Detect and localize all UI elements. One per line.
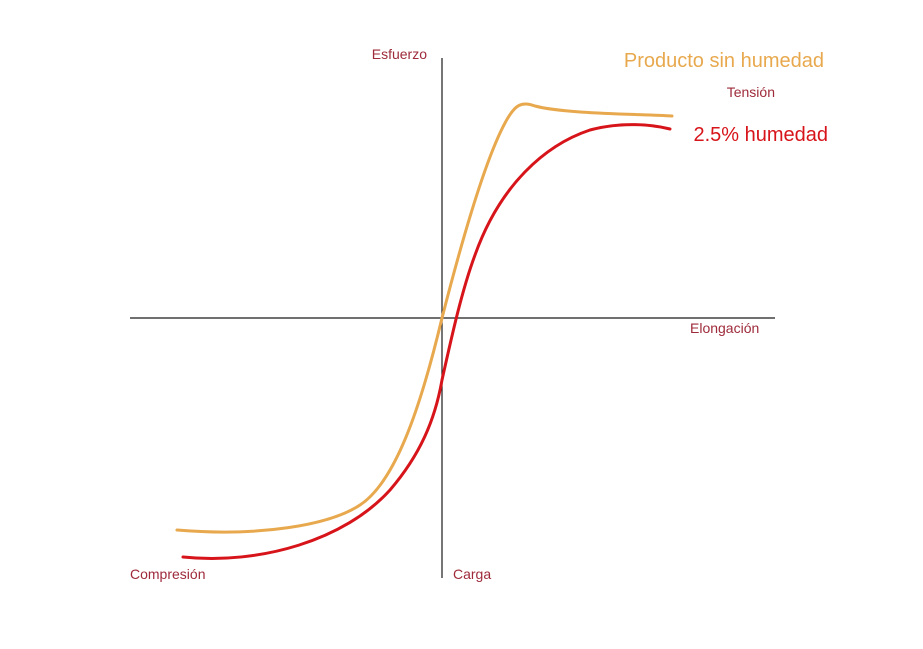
curve-dry-product	[175, 102, 674, 534]
elongation-axis-label: Elongación	[690, 320, 759, 336]
stress-axis-label: Esfuerzo	[372, 46, 427, 62]
curve-wet-product	[181, 123, 672, 560]
compression-label: Compresión	[130, 566, 205, 582]
series-label-wet-product: 2.5% humedad	[693, 124, 828, 146]
tension-label: Tensión	[727, 84, 775, 100]
series-label-dry-product: Producto sin humedad	[624, 50, 824, 72]
load-label: Carga	[453, 566, 491, 582]
